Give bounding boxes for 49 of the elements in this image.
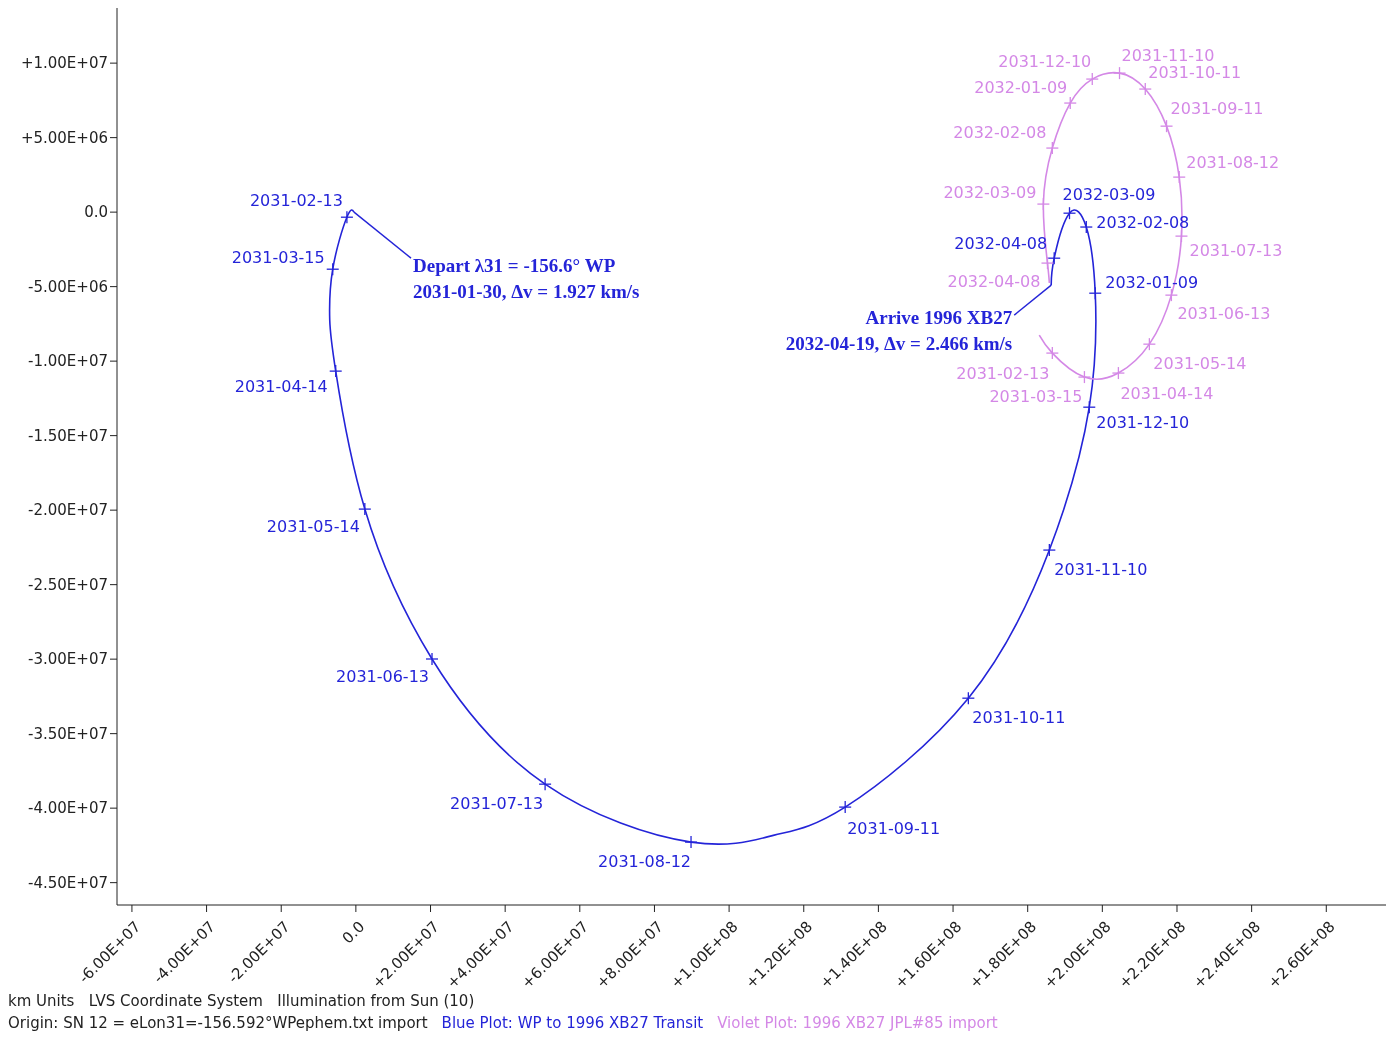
y-tick-label: 0.0: [84, 203, 108, 222]
annotation: Depart λ31 = -156.6° WP 2031-01-30, Δv = 1.927 km/s: [413, 254, 640, 302]
data-label: 2031-04-14: [234, 376, 328, 396]
data-label: 2032-04-08: [954, 233, 1048, 253]
data-label: 2031-11-10: [1054, 559, 1148, 579]
data-label: 2031-03-15: [989, 386, 1083, 406]
data-label: 2031-03-15: [231, 247, 325, 267]
data-label: 2031-02-13: [956, 363, 1050, 383]
data-label: 2031-07-13: [450, 793, 544, 813]
data-label: 2031-08-12: [1186, 152, 1280, 172]
text: Violet Plot: 1996 XB27 JPL#85 import: [717, 1014, 998, 1032]
data-label: 2032-04-08: [947, 271, 1041, 291]
text: Origin: SN 12 = eLon31=-156.592°WPephem.txt import: [8, 1014, 428, 1032]
text: km Units LVS Coordinate System Illumination from Sun (10): [8, 991, 476, 1012]
y-tick-label: -3.00E+07: [28, 650, 108, 669]
data-label: 2031-11-10: [1121, 45, 1215, 65]
y-tick-label: +1.00E+07: [20, 54, 108, 73]
data-label: 2031-06-13: [1177, 303, 1271, 323]
data-label: 2031-10-11: [972, 707, 1066, 727]
data-label: 2031-10-11: [1148, 62, 1242, 82]
data-label: 2032-02-08: [1096, 212, 1190, 232]
data-label: 2031-08-12: [598, 851, 692, 871]
y-tick-label: -4.50E+07: [28, 873, 108, 892]
y-tick-label: -4.00E+07: [28, 799, 108, 818]
data-label: 2031-12-10: [998, 51, 1092, 71]
data-label: 2031-07-13: [1189, 240, 1283, 260]
y-tick-label: -3.50E+07: [28, 724, 108, 743]
x-tick-label: 0.0: [338, 917, 369, 948]
data-label: 2032-01-09: [1105, 272, 1199, 292]
y-tick-label: -1.50E+07: [28, 426, 108, 445]
y-tick-label: +5.00E+06: [20, 128, 108, 147]
y-tick-label: -2.50E+07: [28, 575, 108, 594]
data-label: 2032-02-08: [953, 122, 1047, 142]
data-label: 2031-12-10: [1096, 412, 1190, 432]
data-label: 2031-02-13: [249, 190, 343, 210]
annotation: Arrive 1996 XB27 2032-04-19, Δv = 2.466 km/s: [785, 306, 1013, 354]
data-label: 2032-03-09: [943, 182, 1037, 202]
data-label: 2031-05-14: [1153, 353, 1247, 373]
data-label: 2031-09-11: [847, 818, 941, 838]
data-label: 2032-01-09: [974, 77, 1068, 97]
y-tick-label: -2.00E+07: [28, 501, 108, 520]
y-tick-label: -5.00E+06: [28, 277, 108, 296]
data-label: 2031-05-14: [266, 516, 360, 536]
data-label: 2031-09-11: [1170, 98, 1264, 118]
data-label: 2032-03-09: [1062, 184, 1156, 204]
data-label: 2031-06-13: [336, 667, 430, 687]
data-label: 2031-04-14: [1120, 383, 1214, 403]
y-tick-label: -1.00E+07: [28, 352, 108, 371]
text: Blue Plot: WP to 1996 XB27 Transit: [441, 1014, 704, 1032]
